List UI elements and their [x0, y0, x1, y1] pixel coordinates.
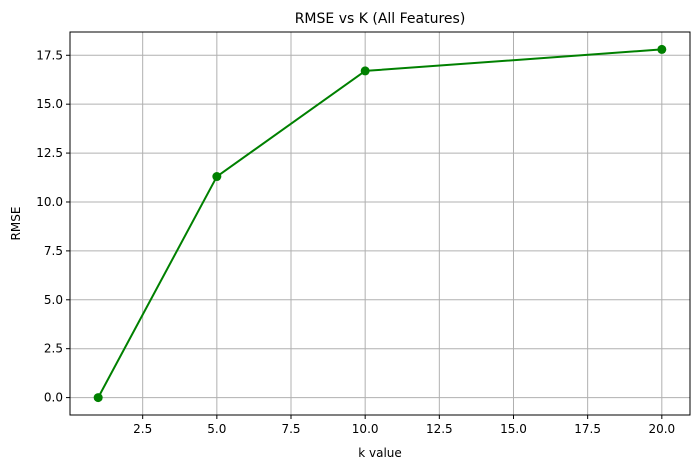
- data-point-marker: [212, 172, 222, 182]
- series-line: [97, 48, 663, 399]
- grid-lines: [70, 32, 690, 415]
- x-tick-label: 7.5: [281, 422, 300, 436]
- x-tick-label: 10.0: [352, 422, 379, 436]
- y-tick-label: 15.0: [36, 97, 63, 111]
- plot-frame: [69, 31, 691, 416]
- data-point-marker: [657, 44, 667, 54]
- x-tick-label: 2.5: [133, 422, 152, 436]
- y-tick-label: 10.0: [36, 195, 63, 209]
- x-axis-title: k value: [358, 446, 402, 460]
- y-axis-title: RMSE: [9, 207, 23, 241]
- x-tick-label: 5.0: [207, 422, 226, 436]
- series-layer: [93, 44, 667, 403]
- y-axis-ticks: 0.0 2.5 5.0 7.5 10.0 12.5 15.0 17.5: [36, 48, 70, 405]
- y-tick-label: 17.5: [36, 48, 63, 62]
- data-point-marker: [360, 66, 370, 76]
- chart-title: RMSE vs K (All Features): [295, 11, 466, 27]
- x-tick-label: 17.5: [574, 422, 601, 436]
- x-tick-label: 12.5: [426, 422, 453, 436]
- y-tick-label: 5.0: [44, 293, 63, 307]
- y-tick-label: 7.5: [44, 244, 63, 258]
- x-tick-label: 20.0: [648, 422, 675, 436]
- x-tick-label: 15.0: [500, 422, 527, 436]
- x-axis-ticks: 2.5 5.0 7.5 10.0 12.5 15.0 17.5 20.0: [133, 415, 675, 436]
- data-point-marker: [93, 393, 103, 403]
- y-tick-label: 12.5: [36, 146, 63, 160]
- y-tick-label: 2.5: [44, 342, 63, 356]
- y-tick-label: 0.0: [44, 391, 63, 405]
